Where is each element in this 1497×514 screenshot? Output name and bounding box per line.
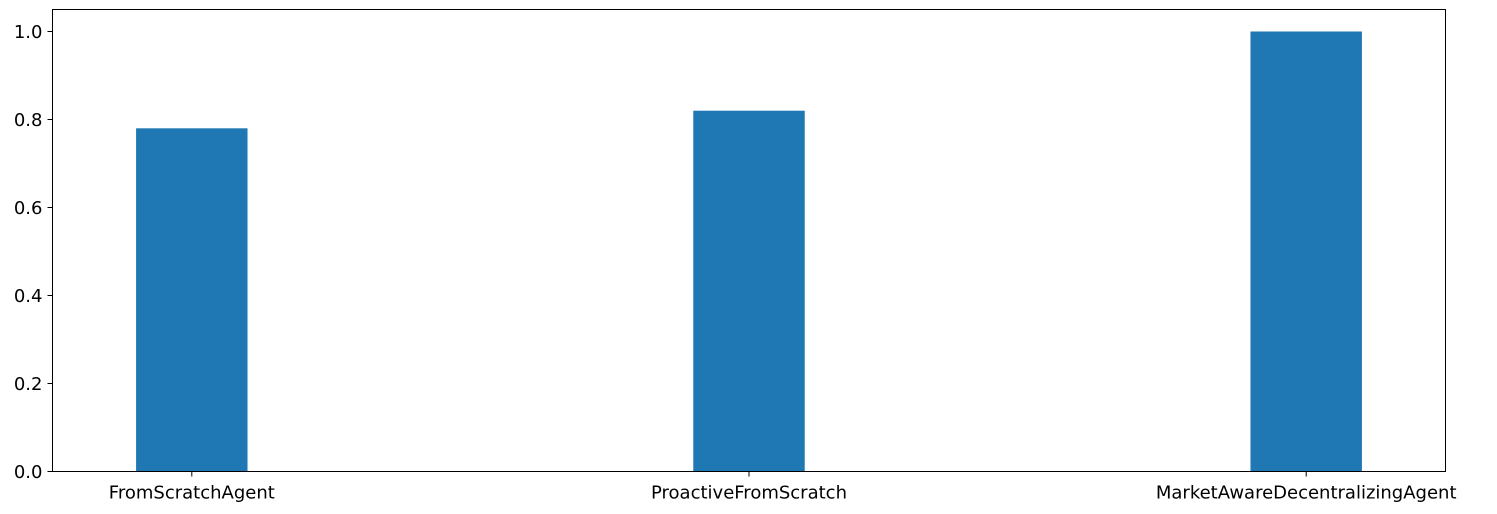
bar-0 [136, 128, 248, 472]
plot-frame [52, 9, 1446, 472]
y-tick-label-1: 0.2 [14, 374, 43, 395]
x-tick-label-2: MarketAwareDecentralizingAgent [1156, 483, 1457, 504]
y-tick-label-0: 0.0 [14, 462, 43, 483]
bar-2 [1250, 31, 1362, 472]
x-tick-label-0: FromScratchAgent [109, 483, 275, 504]
bar-1 [693, 110, 805, 472]
bars-group [136, 31, 1362, 472]
x-axis: FromScratchAgent ProactiveFromScratch Mark… [109, 471, 1457, 504]
y-tick-label-2: 0.4 [14, 286, 43, 307]
x-tick-label-1: ProactiveFromScratch [651, 483, 847, 504]
y-axis: 0.0 0.2 0.4 0.6 0.8 1.0 [14, 22, 53, 483]
y-tick-label-4: 0.8 [14, 110, 43, 131]
y-tick-label-5: 1.0 [14, 22, 43, 43]
y-tick-label-3: 0.6 [14, 198, 43, 219]
